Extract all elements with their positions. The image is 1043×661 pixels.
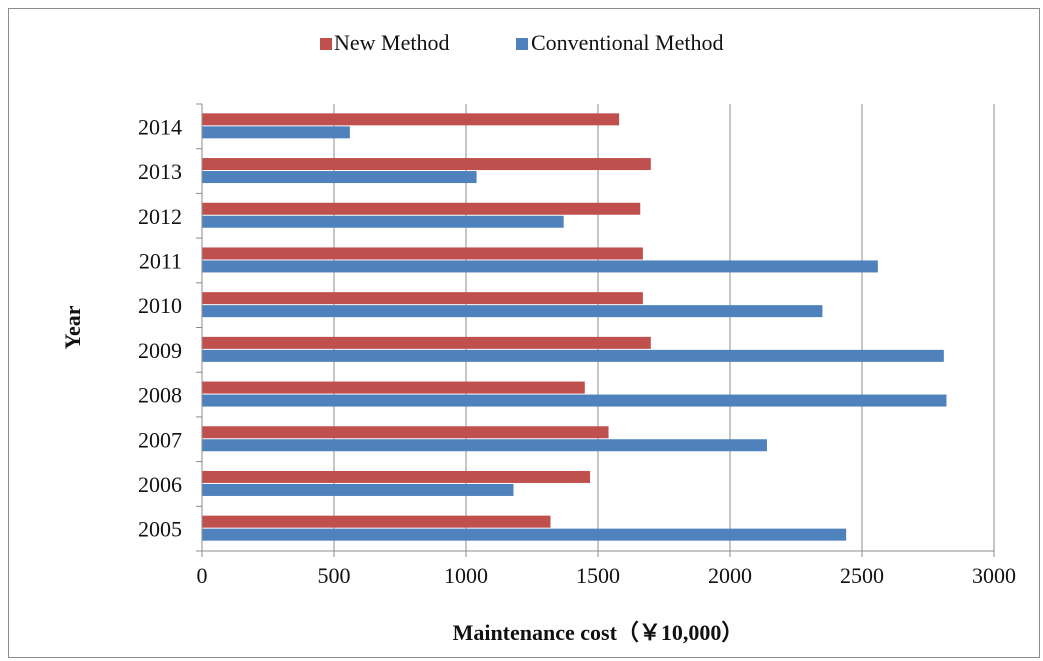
bar-conventional-method-2012 (202, 215, 564, 228)
y-tick-label: 2014 (138, 114, 182, 139)
y-tick-label: 2006 (138, 472, 182, 497)
x-tick-label: 1500 (576, 563, 620, 588)
y-tick-label: 2008 (138, 383, 182, 408)
bar-conventional-method-2010 (202, 305, 823, 318)
x-tick-label: 0 (197, 563, 208, 588)
bar-new-method-2013 (202, 158, 651, 171)
x-tick-label: 500 (318, 563, 351, 588)
bar-conventional-method-2014 (202, 126, 350, 139)
legend-swatch-new-method (320, 38, 332, 50)
bar-new-method-2007 (202, 426, 609, 439)
bar-new-method-2011 (202, 247, 643, 260)
bar-new-method-2006 (202, 470, 591, 483)
bar-new-method-2010 (202, 292, 643, 305)
legend: New Method Conventional Method (320, 30, 723, 55)
y-tick-label: 2009 (138, 338, 182, 363)
bar-conventional-method-2009 (202, 349, 944, 362)
x-axis-title: Maintenance cost（￥10,000） (453, 620, 744, 645)
bar-conventional-method-2006 (202, 483, 514, 496)
bar-conventional-method-2013 (202, 171, 477, 184)
bar-new-method-2005 (202, 515, 551, 528)
bar-new-method-2009 (202, 336, 651, 349)
legend-swatch-conventional-method (516, 38, 528, 50)
bar-conventional-method-2008 (202, 394, 947, 407)
legend-label-new-method: New Method (334, 30, 449, 55)
y-tick-label: 2012 (138, 204, 182, 229)
legend-label-conventional-method: Conventional Method (531, 30, 723, 55)
bar-conventional-method-2005 (202, 528, 847, 541)
bars (202, 113, 947, 541)
x-tick-label: 1000 (444, 563, 488, 588)
x-tick-label: 2500 (840, 563, 884, 588)
y-tick-label: 2010 (138, 293, 182, 318)
axes (196, 103, 995, 557)
x-tick-label: 3000 (972, 563, 1016, 588)
y-tick-label: 2007 (138, 427, 182, 452)
bar-new-method-2012 (202, 202, 641, 215)
bar-new-method-2014 (202, 113, 620, 126)
y-axis-title: Year (60, 305, 85, 349)
tick-labels: 0 500 1000 1500 2000 2500 3000 2005 2006 2007 2008… (138, 114, 1016, 588)
bar-conventional-method-2011 (202, 260, 878, 273)
y-tick-label: 2013 (138, 159, 182, 184)
bar-new-method-2008 (202, 381, 585, 394)
y-tick-label: 2005 (138, 517, 182, 542)
bar-conventional-method-2007 (202, 439, 767, 452)
y-tick-label: 2011 (139, 248, 182, 273)
x-tick-label: 2000 (708, 563, 752, 588)
